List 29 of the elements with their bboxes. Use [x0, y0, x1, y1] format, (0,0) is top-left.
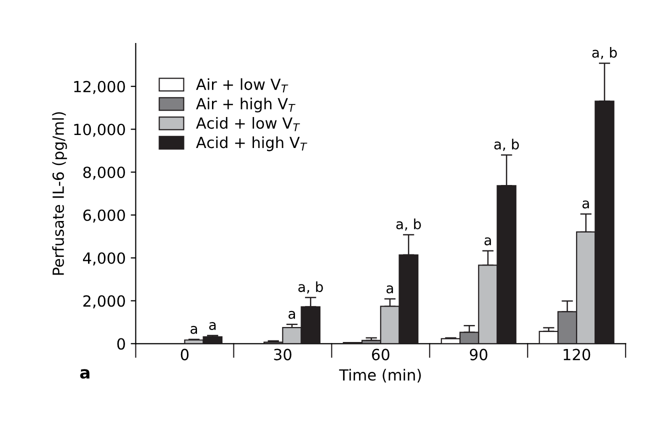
legend-label: Acid + low V$_{T}$: [196, 117, 300, 132]
x-tick-label: 30: [274, 348, 292, 360]
y-tick-label: 4,000: [83, 252, 125, 266]
x-tick-label: 0: [180, 348, 189, 360]
y-tick-label: 2,000: [83, 295, 125, 308]
legend-label: Acid + high V$_{T}$: [196, 136, 308, 152]
y-tick-label: 6,000: [83, 209, 125, 223]
legend-label: Air + low V$_{T}$: [196, 78, 288, 92]
annotation: a: [386, 285, 393, 294]
y-tick-label: 10,000: [74, 124, 125, 137]
annotation: a: [484, 237, 491, 246]
x-tick-label: 90: [470, 348, 488, 360]
y-tick-label: 0: [117, 338, 125, 350]
annotation: a: [190, 326, 197, 334]
x-tick-label: 60: [372, 348, 390, 360]
annotation: a, b: [298, 281, 323, 294]
y-tick-label: 8,000: [83, 166, 125, 180]
text: a: [80, 369, 90, 379]
y-tick-label: 12,000: [74, 80, 125, 94]
annotation: a: [209, 322, 216, 330]
annotation: a, b: [396, 218, 421, 231]
annotation: a: [582, 200, 589, 208]
x-axis-title: Time (min): [339, 368, 421, 382]
x-tick-label: 120: [564, 348, 590, 360]
legend-label: Air + high V$_{T}$: [196, 98, 296, 112]
y-axis-title: Perfusate IL-6 (pg/ml): [52, 112, 67, 275]
annotation: a, b: [494, 138, 519, 151]
annotation: a: [288, 310, 295, 319]
annotation: a, b: [592, 47, 617, 60]
